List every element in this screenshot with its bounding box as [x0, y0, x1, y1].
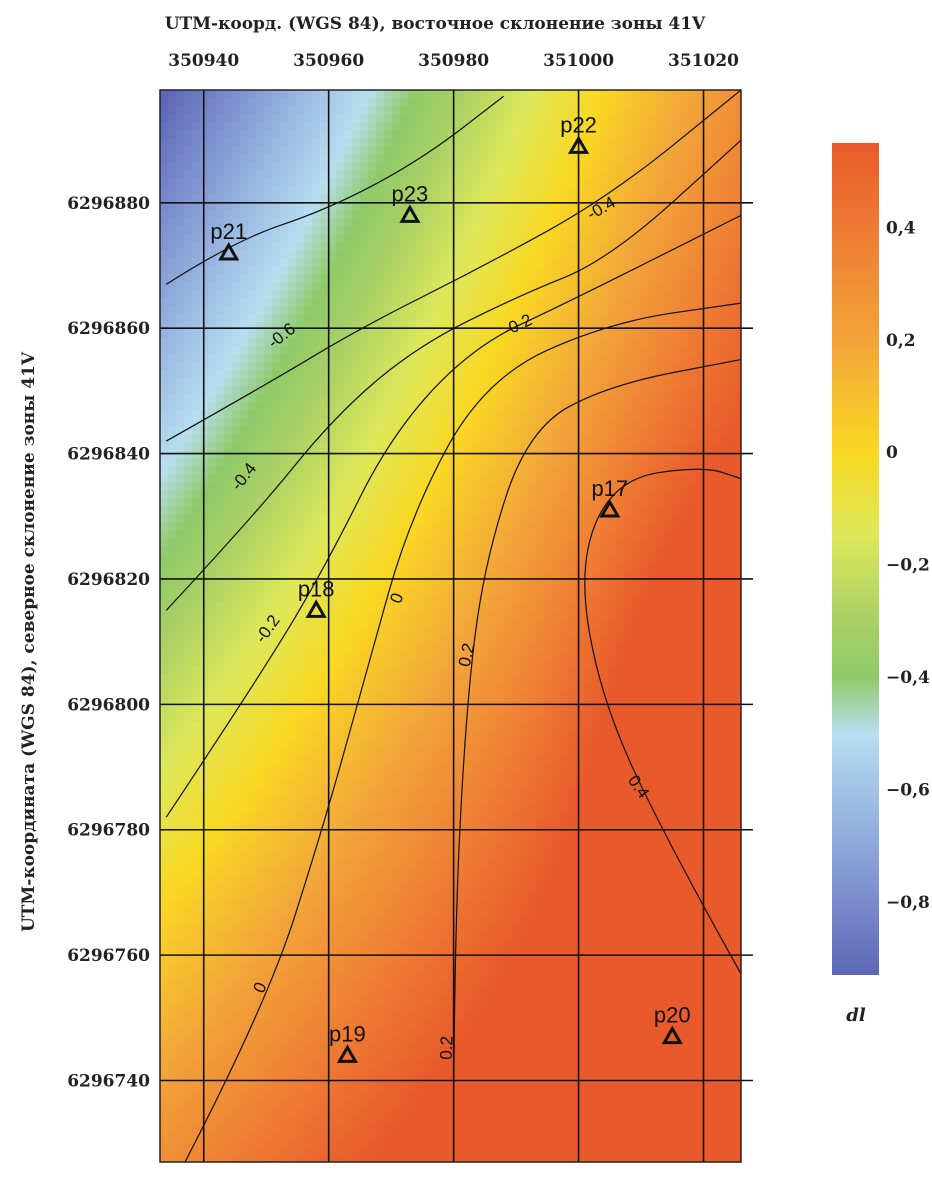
colorbar-tick-label: 0 — [886, 443, 898, 463]
x-tick-label: 350980 — [418, 51, 489, 71]
y-tick-label: 6296880 — [67, 194, 150, 214]
colorbar-tick-label: −0,2 — [886, 556, 930, 576]
station-marker — [399, 204, 421, 223]
grid-lines — [160, 90, 753, 1162]
y-tick-label: 6296780 — [67, 821, 150, 841]
station-label: p19 — [329, 1021, 366, 1046]
chart-title: UTM-коорд. (WGS 84), восточное склонение… — [165, 14, 706, 34]
y-tick-label: 6296860 — [67, 319, 150, 339]
colorbar — [832, 143, 879, 975]
x-tick-label: 350960 — [293, 51, 364, 71]
colorbar-tick-label: −0,6 — [886, 780, 930, 800]
station-marker — [336, 1044, 359, 1063]
station-marker — [567, 135, 590, 154]
station-marker — [661, 1025, 683, 1045]
station-label: p17 — [591, 476, 628, 501]
contour-label: 0.2 — [437, 1036, 457, 1060]
y-tick-label: 6296820 — [67, 570, 150, 590]
contour-label: 0.2 — [455, 641, 478, 668]
colorbar-tick-label: −0,4 — [886, 668, 930, 688]
stations: p21 p23 p22 p17 p18 p19 p20 — [210, 112, 691, 1063]
colorbar-label: dl — [846, 1005, 866, 1026]
plot-frame — [159, 89, 742, 1163]
station-marker — [305, 599, 327, 618]
x-tick-label: 351000 — [543, 51, 614, 71]
y-axis-ticks: 6296880 6296860 6296840 6296820 6296800 62967… — [67, 194, 150, 1092]
colorbar-tick-label: 0,2 — [886, 331, 916, 351]
colorbar-ticks: 0,4 0,2 0 −0,2 −0,4 −0,6 −0,8 — [886, 218, 930, 913]
contour-line — [184, 302, 741, 1162]
y-tick-label: 6296840 — [67, 445, 150, 465]
x-axis-ticks: 350940 350960 350980 351000 351020 — [168, 51, 739, 71]
station-label: p20 — [654, 1003, 691, 1028]
station-label: p21 — [210, 219, 247, 244]
y-tick-label: 6296760 — [67, 946, 150, 966]
contour-line — [584, 468, 741, 975]
y-axis-label: UTM-координата (WGS 84), северное склоне… — [19, 351, 39, 932]
station-label: p22 — [560, 112, 597, 137]
station-label: p18 — [298, 576, 335, 601]
y-tick-label: 6296740 — [67, 1072, 150, 1092]
colorbar-tick-label: 0,4 — [886, 218, 916, 238]
station-label: p23 — [392, 181, 429, 206]
contour-line — [165, 139, 741, 611]
station-marker — [599, 498, 621, 518]
contour-line — [165, 90, 741, 442]
x-tick-label: 351020 — [668, 51, 739, 71]
x-tick-label: 350940 — [168, 51, 239, 71]
station-marker — [218, 241, 240, 261]
y-tick-label: 6296800 — [67, 695, 150, 715]
contour-line — [453, 358, 741, 1162]
colorbar-tick-label: −0,8 — [886, 893, 930, 913]
